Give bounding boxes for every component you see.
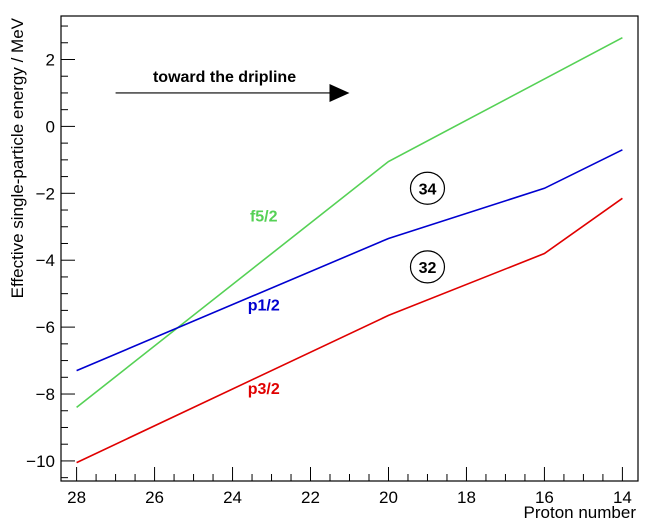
series-label: p3/2 <box>248 381 280 398</box>
annotation-layer: toward the dripline 34 32 <box>115 69 446 284</box>
x-tick-label: 14 <box>613 488 632 507</box>
annotation-text: toward the dripline <box>153 69 296 86</box>
series-line-f5-2 <box>76 36 623 409</box>
magic-number-circle <box>409 171 446 205</box>
series-label: p1/2 <box>248 297 280 314</box>
magic-number-circle <box>409 250 446 284</box>
y-tick-label: −6 <box>36 318 55 337</box>
series-line-p3-2 <box>76 197 623 464</box>
series-line-p1-2 <box>76 149 623 372</box>
ticks: 28 26 24 22 20 18 16 14 −10 −8 −6 −4 −2 0 2 <box>26 25 632 507</box>
x-axis-title: Proton number <box>524 503 637 522</box>
y-tick-label: 2 <box>46 50 55 69</box>
x-tick-label: 28 <box>67 488 86 507</box>
y-tick-label: −4 <box>36 251 55 270</box>
series-layer: f5/2 p1/2 p3/2 <box>76 36 623 464</box>
x-tick-label: 26 <box>145 488 164 507</box>
y-tick-label: −8 <box>36 385 55 404</box>
y-tick-label: −2 <box>36 184 55 203</box>
magic-number-label: 32 <box>419 260 437 277</box>
arrow-head-icon <box>329 83 350 102</box>
y-tick-label: −10 <box>26 452 55 471</box>
x-tick-label: 22 <box>301 488 320 507</box>
x-tick-label: 18 <box>457 488 476 507</box>
x-tick-label: 20 <box>379 488 398 507</box>
y-tick-label: 0 <box>46 117 55 136</box>
magic-number-label: 34 <box>419 181 437 198</box>
x-tick-label: 16 <box>535 488 554 507</box>
y-axis-title: Effective single-particle energy / MeV <box>8 17 27 298</box>
series-label: f5/2 <box>250 209 278 226</box>
x-tick-label: 24 <box>223 488 242 507</box>
